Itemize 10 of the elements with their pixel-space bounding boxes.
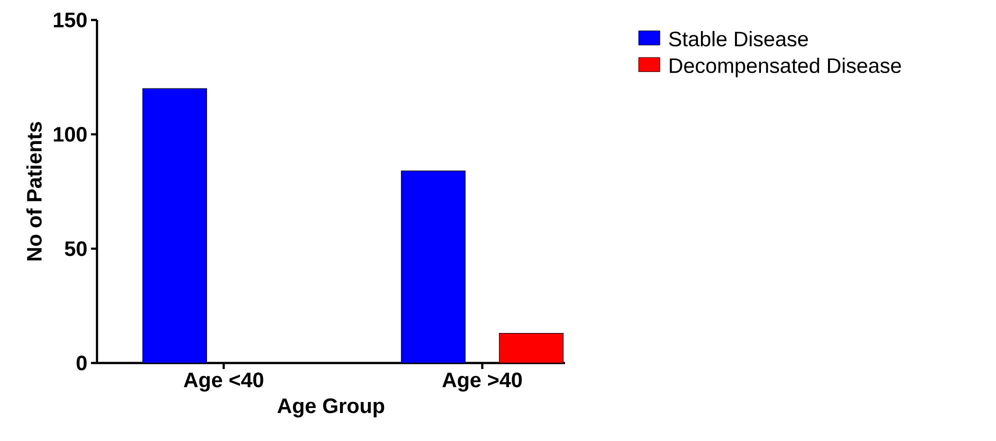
y-tick-label: 0 <box>76 356 87 370</box>
x-tick-label: Age >40 <box>442 372 522 392</box>
y-tick-label: 150 <box>54 12 87 28</box>
x-axis-title: Age Group <box>277 398 384 418</box>
y-tick-label: 100 <box>54 126 87 142</box>
legend-label: Decompensated Disease <box>670 58 901 78</box>
x-tick-label: Age <40 <box>184 372 264 392</box>
legend-label: Stable Disease <box>669 31 808 46</box>
y-tick-label: 50 <box>64 241 87 256</box>
y-axis-title: No of Patients <box>26 122 42 260</box>
